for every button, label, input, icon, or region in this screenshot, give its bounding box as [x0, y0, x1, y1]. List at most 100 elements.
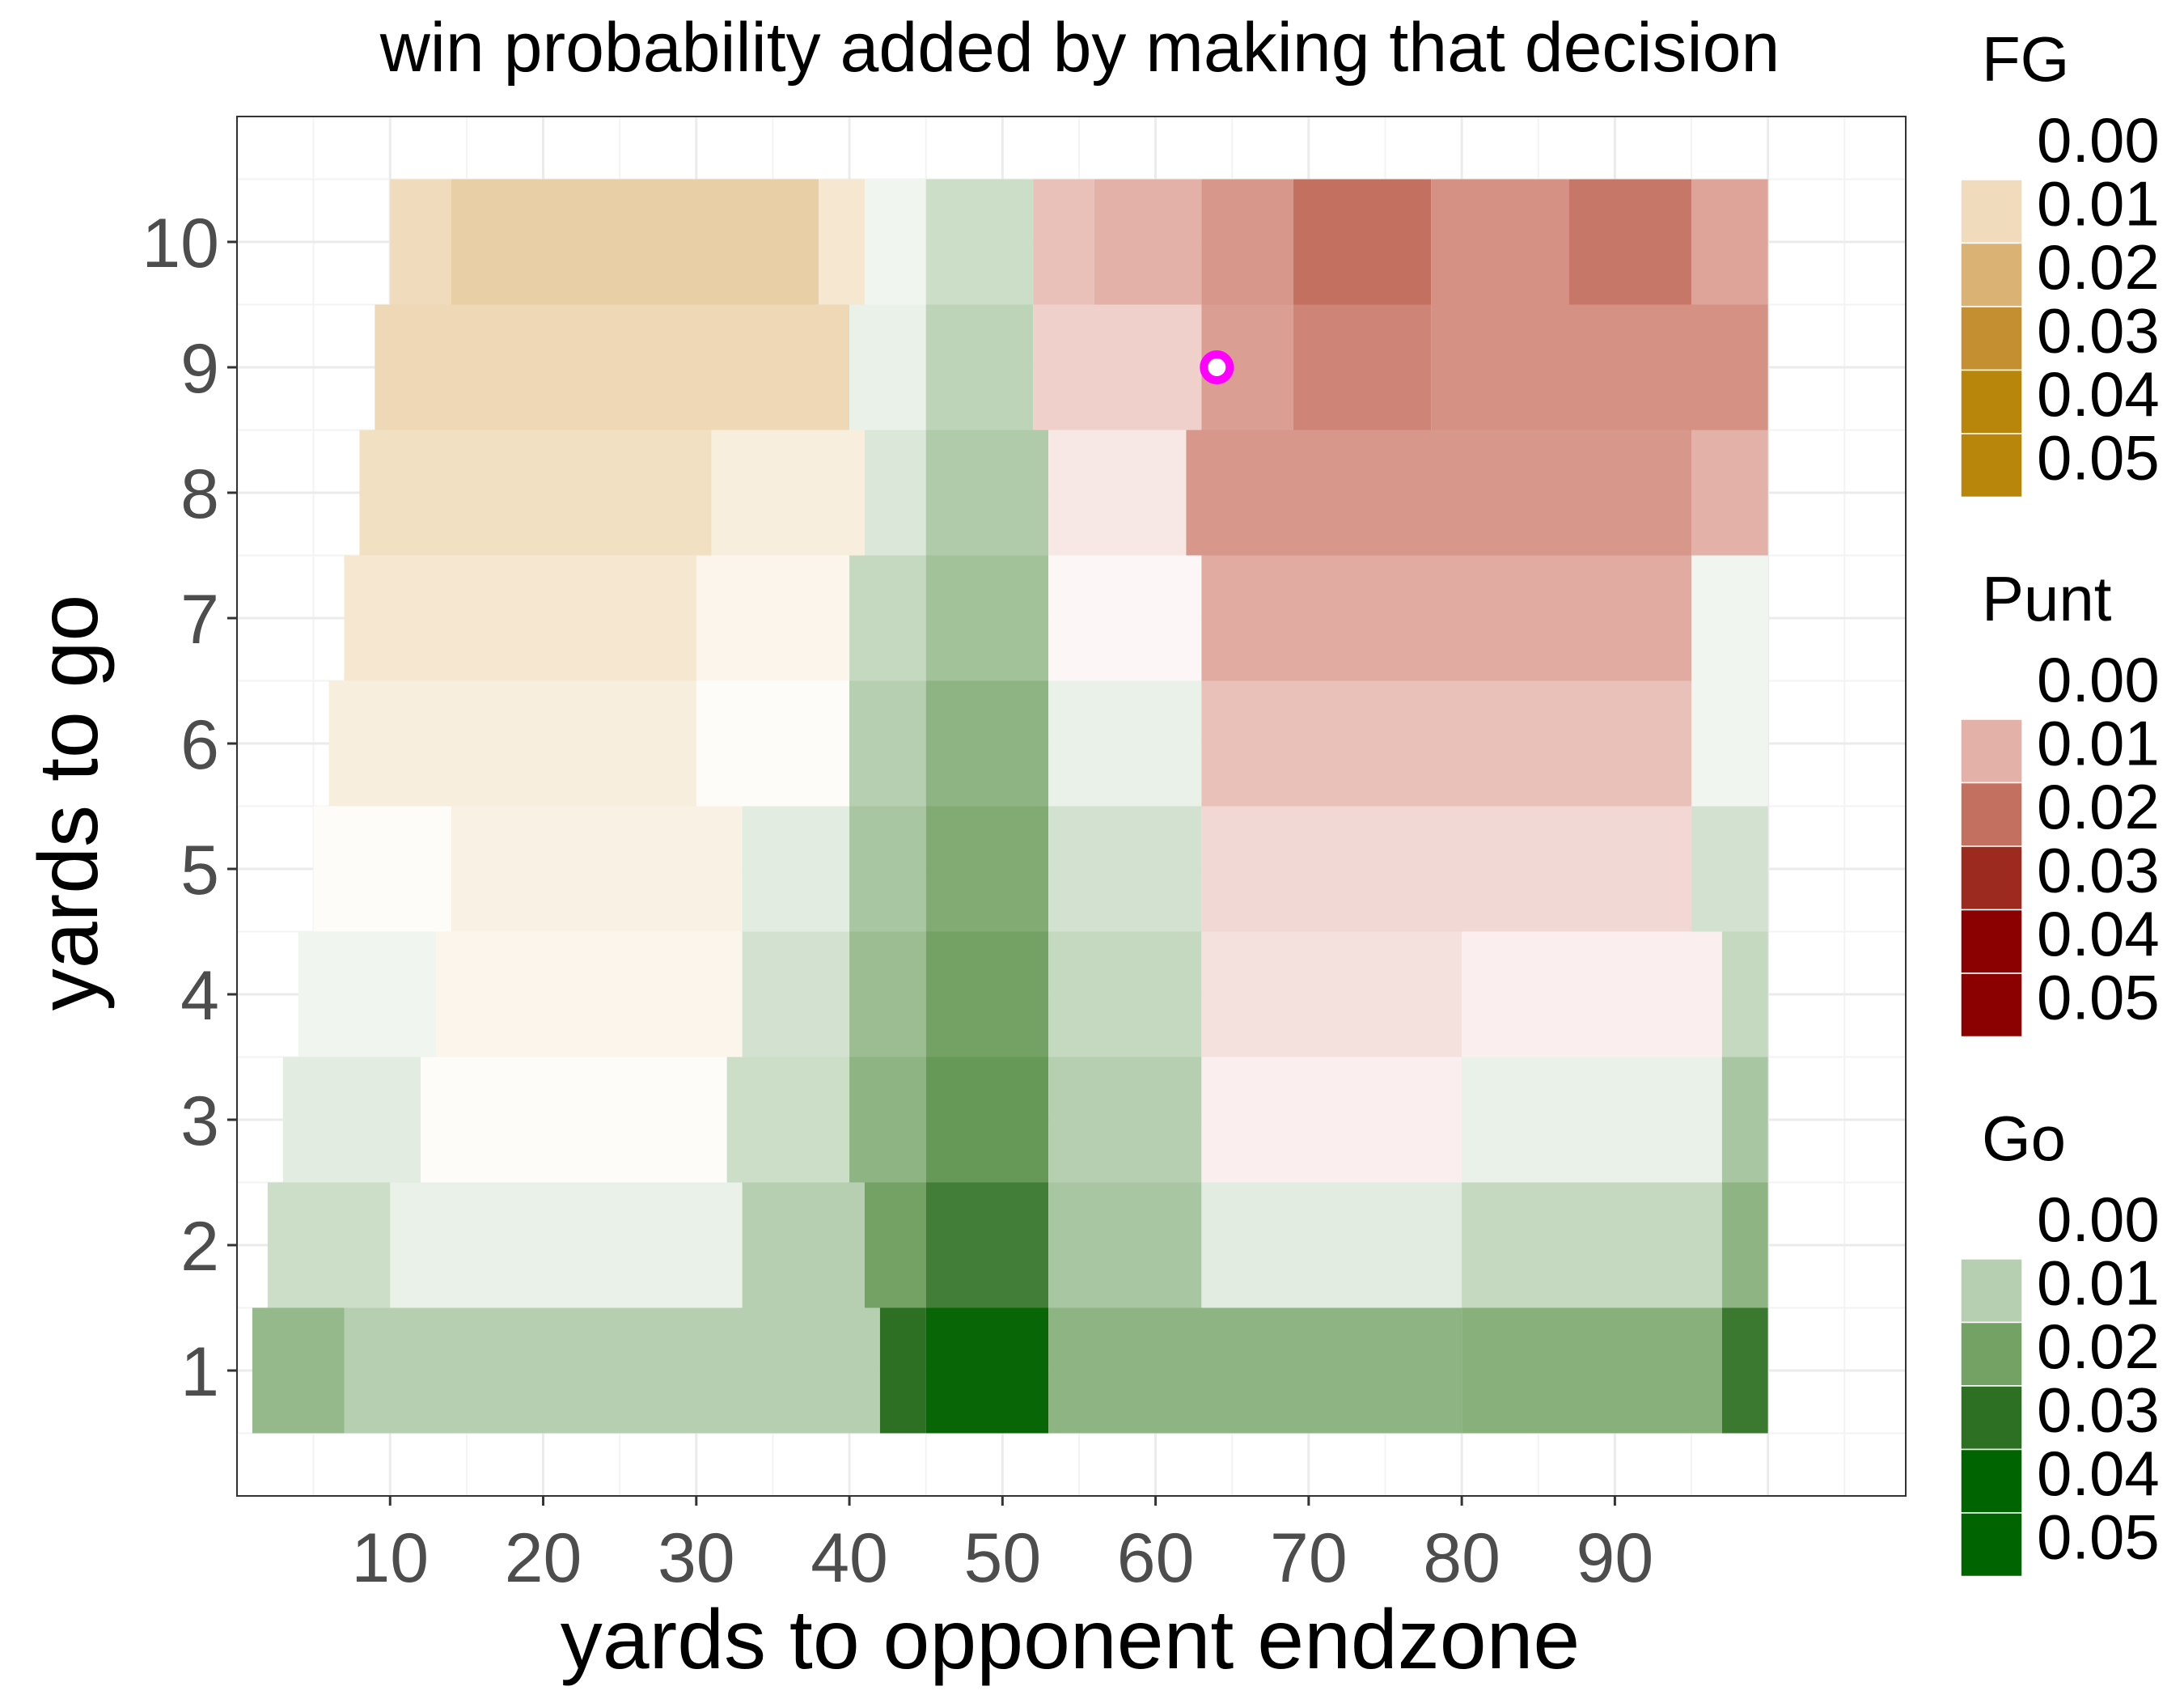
x-axis: 10 20 30 40 50 60 70 80 90: [351, 1496, 1653, 1597]
heatmap-tile: [849, 304, 926, 430]
x-tick-label: 40: [811, 1519, 888, 1597]
y-tick-label: 1: [180, 1333, 219, 1411]
heatmap-tile: [1691, 179, 1768, 305]
heatmap-tile: [252, 1307, 345, 1434]
heatmap-tile: [849, 931, 926, 1057]
x-tick-label: 20: [505, 1519, 582, 1597]
heatmap-tile: [390, 179, 451, 305]
heatmap-tile: [1201, 680, 1692, 807]
heatmap-tile: [344, 555, 696, 681]
heatmap-tile: [1048, 1182, 1202, 1308]
heatmap-tile: [742, 806, 850, 932]
heatmap-tile: [864, 430, 926, 556]
legend-label: 0.01: [2037, 168, 2160, 239]
legend-title: FG: [1982, 23, 2069, 95]
legend-key: [1960, 1258, 2023, 1324]
legend-label: 0.02: [2037, 231, 2160, 303]
x-tick-label: 80: [1423, 1519, 1500, 1597]
y-axis: 1 2 3 4 5 6 7 8 9 10: [142, 205, 237, 1411]
heatmap-tile: [1201, 1057, 1462, 1183]
highlight-point: [1200, 350, 1234, 384]
heatmap-tile: [451, 806, 743, 932]
legend-label: 0.00: [2037, 1184, 2160, 1255]
heatmap-tile: [879, 1307, 926, 1434]
legend-label: 0.04: [2037, 898, 2160, 969]
legend-title: Punt: [1982, 563, 2112, 634]
heatmap-tile: [1462, 1057, 1722, 1183]
legend-key: [1960, 242, 2023, 307]
heatmap-tile: [282, 1057, 421, 1183]
legend-label: 0.02: [2037, 771, 2160, 842]
heatmap-tile: [1568, 179, 1692, 305]
y-tick-label: 9: [180, 330, 219, 408]
heatmap-tile: [864, 1182, 926, 1308]
heatmap-tile: [1186, 430, 1692, 556]
heatmap-tile: [1201, 931, 1462, 1057]
heatmap-tile: [925, 555, 1049, 681]
legend-label: 0.02: [2037, 1311, 2160, 1382]
legend-label: 0.05: [2037, 962, 2160, 1033]
heatmap-tile: [925, 1057, 1049, 1183]
heatmap-tile: [1431, 179, 1569, 305]
legend-key: [1960, 1321, 2023, 1387]
y-tick-label: 6: [180, 706, 219, 784]
y-tick-label: 2: [180, 1208, 219, 1286]
heatmap-tile: [267, 1182, 391, 1308]
legend-key: [1960, 1448, 2023, 1514]
heatmap-tile: [849, 806, 926, 932]
heatmap-tile: [328, 680, 696, 807]
plot-panel: [235, 116, 1907, 1497]
heatmap-tile: [696, 680, 850, 807]
legend-key: [1960, 782, 2023, 847]
heatmap-tile: [436, 931, 743, 1057]
heatmap-tile: [1721, 1307, 1768, 1434]
heatmap-tile: [1293, 304, 1432, 430]
legend-key: [1960, 718, 2023, 784]
x-tick-label: 50: [963, 1519, 1041, 1597]
heatmap-tile: [726, 1057, 850, 1183]
heatmap-tile: [1033, 304, 1202, 430]
heatmap-tile: [819, 179, 865, 305]
heatmap-tile: [1462, 931, 1722, 1057]
heatmap-tile: [925, 179, 1034, 305]
heatmap-tile: [864, 179, 926, 305]
heatmap-tile: [1048, 1057, 1202, 1183]
heatmap-tile: [849, 1057, 926, 1183]
heatmap-tile: [696, 555, 850, 681]
heatmap-tile: [1691, 806, 1768, 932]
x-tick-label: 10: [351, 1519, 429, 1597]
heatmap-tile: [1048, 680, 1202, 807]
heatmap-tile: [1462, 1182, 1722, 1308]
heatmap-tile: [1201, 1182, 1462, 1308]
heatmap-tile: [1201, 555, 1692, 681]
legend-title: Go: [1982, 1103, 2066, 1174]
y-axis-title: yards to go: [22, 595, 116, 1011]
heatmap-tile: [925, 304, 1034, 430]
y-tick-label: 7: [180, 581, 219, 659]
heatmap-tile: [1721, 1182, 1768, 1308]
heatmap-tile: [925, 1182, 1049, 1308]
legend-label: 0.03: [2037, 1375, 2160, 1446]
heatmap-tile: [925, 931, 1049, 1057]
x-tick-label: 30: [658, 1519, 735, 1597]
heatmap-tile: [1048, 1307, 1462, 1434]
heatmap-tile: [1721, 1057, 1768, 1183]
heatmap-tiles: [252, 179, 1768, 1434]
legend-key: [1960, 972, 2023, 1038]
heatmap-tile: [1201, 179, 1293, 305]
y-tick-label: 3: [180, 1083, 219, 1160]
legend-label: 0.05: [2037, 1502, 2160, 1573]
y-tick-label: 4: [180, 957, 219, 1035]
heatmap-tile: [1048, 931, 1202, 1057]
heatmap-tile: [421, 1057, 727, 1183]
heatmap-tile: [375, 304, 850, 430]
legend-label: 0.03: [2037, 295, 2160, 366]
legend-fg: FG 0.000.010.020.030.040.05: [1960, 23, 2160, 498]
legend-key: [1960, 433, 2023, 498]
legend-punt: Punt 0.000.010.020.030.040.05: [1960, 563, 2160, 1038]
heatmap-tile: [1094, 179, 1202, 305]
heatmap-tile: [1048, 806, 1202, 932]
y-tick-label: 5: [180, 832, 219, 909]
heatmap-tile: [849, 555, 926, 681]
heatmap-tile: [925, 806, 1049, 932]
